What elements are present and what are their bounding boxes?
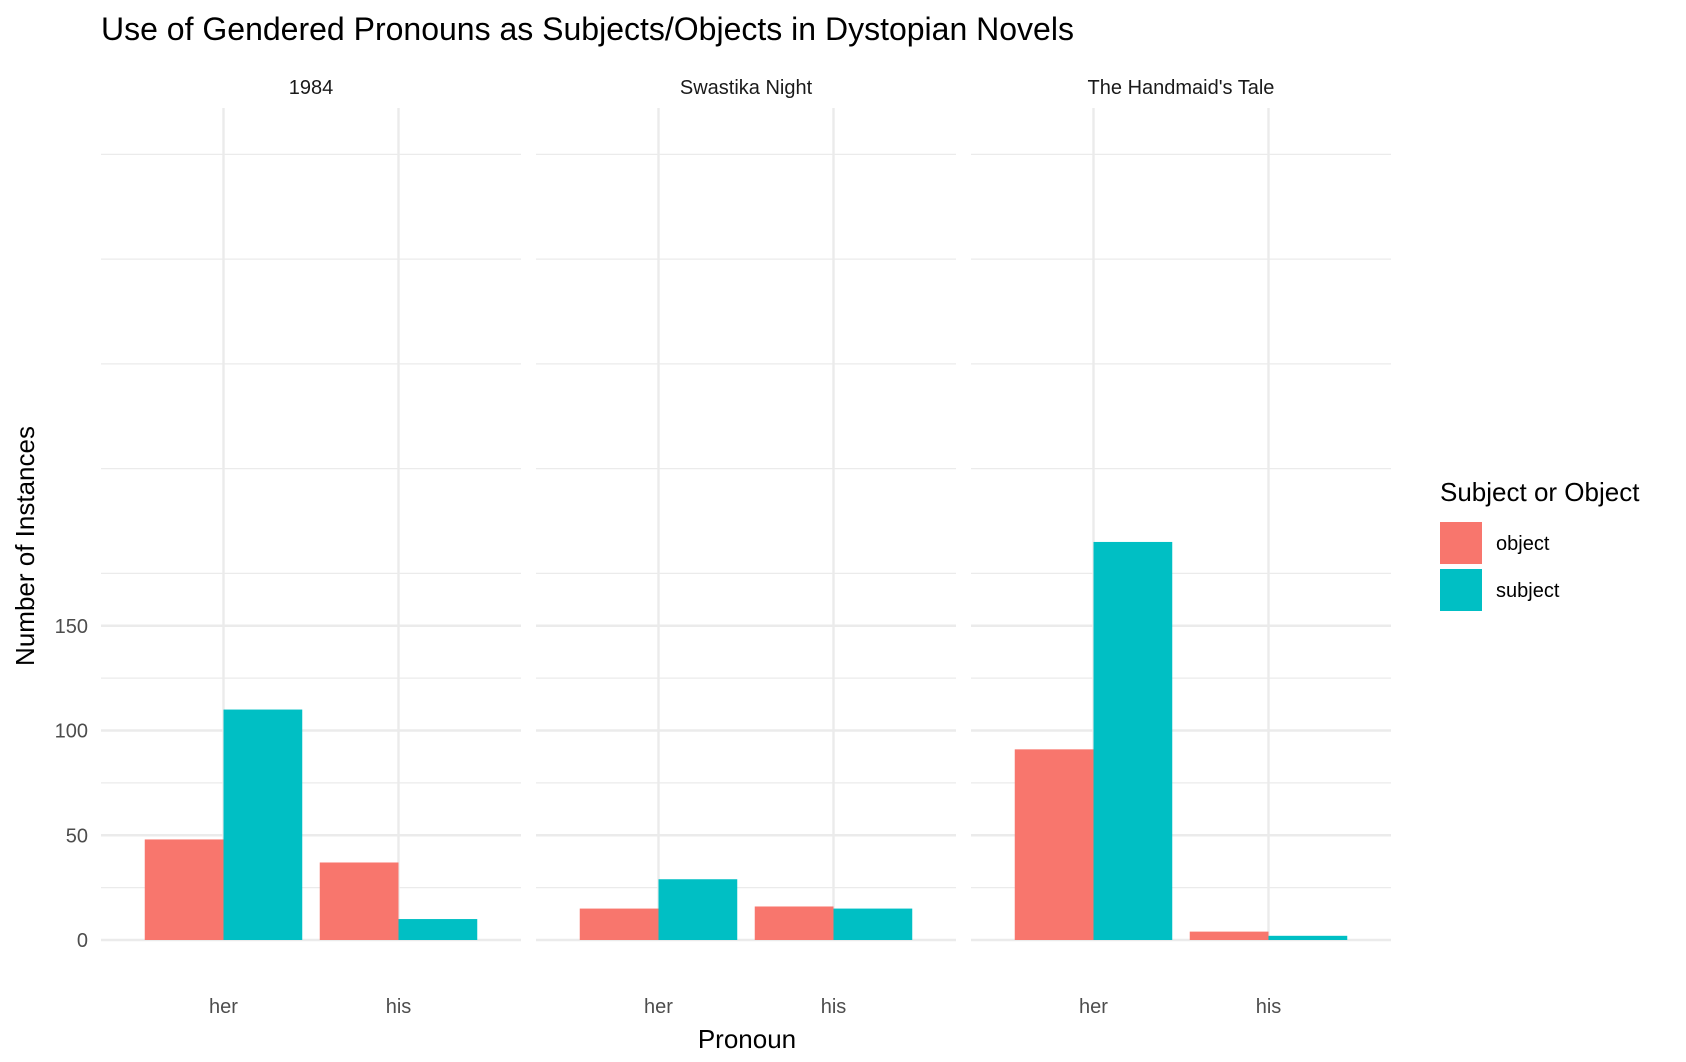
- y-tick-label: 0: [77, 930, 88, 952]
- bar-swastika-night-her-object: [579, 908, 659, 940]
- x-tick-label-his: his: [1256, 996, 1282, 1018]
- legend-key-object: [1440, 522, 1482, 564]
- bar-swastika-night-his-object: [754, 906, 834, 940]
- chart-title: Use of Gendered Pronouns as Subjects/Obj…: [101, 11, 1074, 47]
- bar-1984-her-object: [144, 839, 224, 940]
- facet-label-swastika-night: Swastika Night: [680, 77, 813, 99]
- bar-the-handmaid-s-tale-his-subject: [1268, 935, 1348, 940]
- facet-label-the-handmaid-s-tale: The Handmaid's Tale: [1088, 77, 1275, 99]
- bar-the-handmaid-s-tale-his-object: [1189, 931, 1269, 940]
- bar-swastika-night-her-subject: [658, 879, 738, 940]
- legend-label-subject: subject: [1496, 580, 1560, 602]
- y-tick-label: 50: [66, 825, 88, 847]
- x-tick-label-his: his: [821, 996, 847, 1018]
- legend-label-object: object: [1496, 533, 1550, 555]
- x-tick-label-her: her: [209, 996, 238, 1018]
- bar-swastika-night-his-subject: [833, 908, 913, 940]
- legend-title: Subject or Object: [1440, 477, 1640, 507]
- bar-1984-his-subject: [398, 919, 478, 940]
- facet-panel-the-handmaid-s-tale: The Handmaid's Tale her his: [971, 77, 1391, 1018]
- facet-panel-swastika-night: Swastika Night her his: [536, 77, 956, 1018]
- legend: Subject or Object object subject: [1440, 477, 1640, 611]
- bar-1984-his-object: [319, 862, 399, 940]
- y-tick-label: 150: [55, 616, 88, 638]
- x-axis-title: Pronoun: [698, 1024, 796, 1054]
- facet-panel-1984: 1984 her his: [101, 77, 521, 1018]
- x-tick-label-her: her: [644, 996, 673, 1018]
- bar-the-handmaid-s-tale-her-object: [1014, 749, 1094, 940]
- facet-label-1984: 1984: [289, 77, 334, 99]
- x-tick-label-his: his: [386, 996, 412, 1018]
- y-axis-title: Number of Instances: [10, 426, 40, 666]
- x-tick-label-her: her: [1079, 996, 1108, 1018]
- legend-key-subject: [1440, 569, 1482, 611]
- bar-1984-her-subject: [223, 709, 303, 940]
- y-tick-label: 100: [55, 721, 88, 743]
- bar-the-handmaid-s-tale-her-subject: [1093, 541, 1173, 940]
